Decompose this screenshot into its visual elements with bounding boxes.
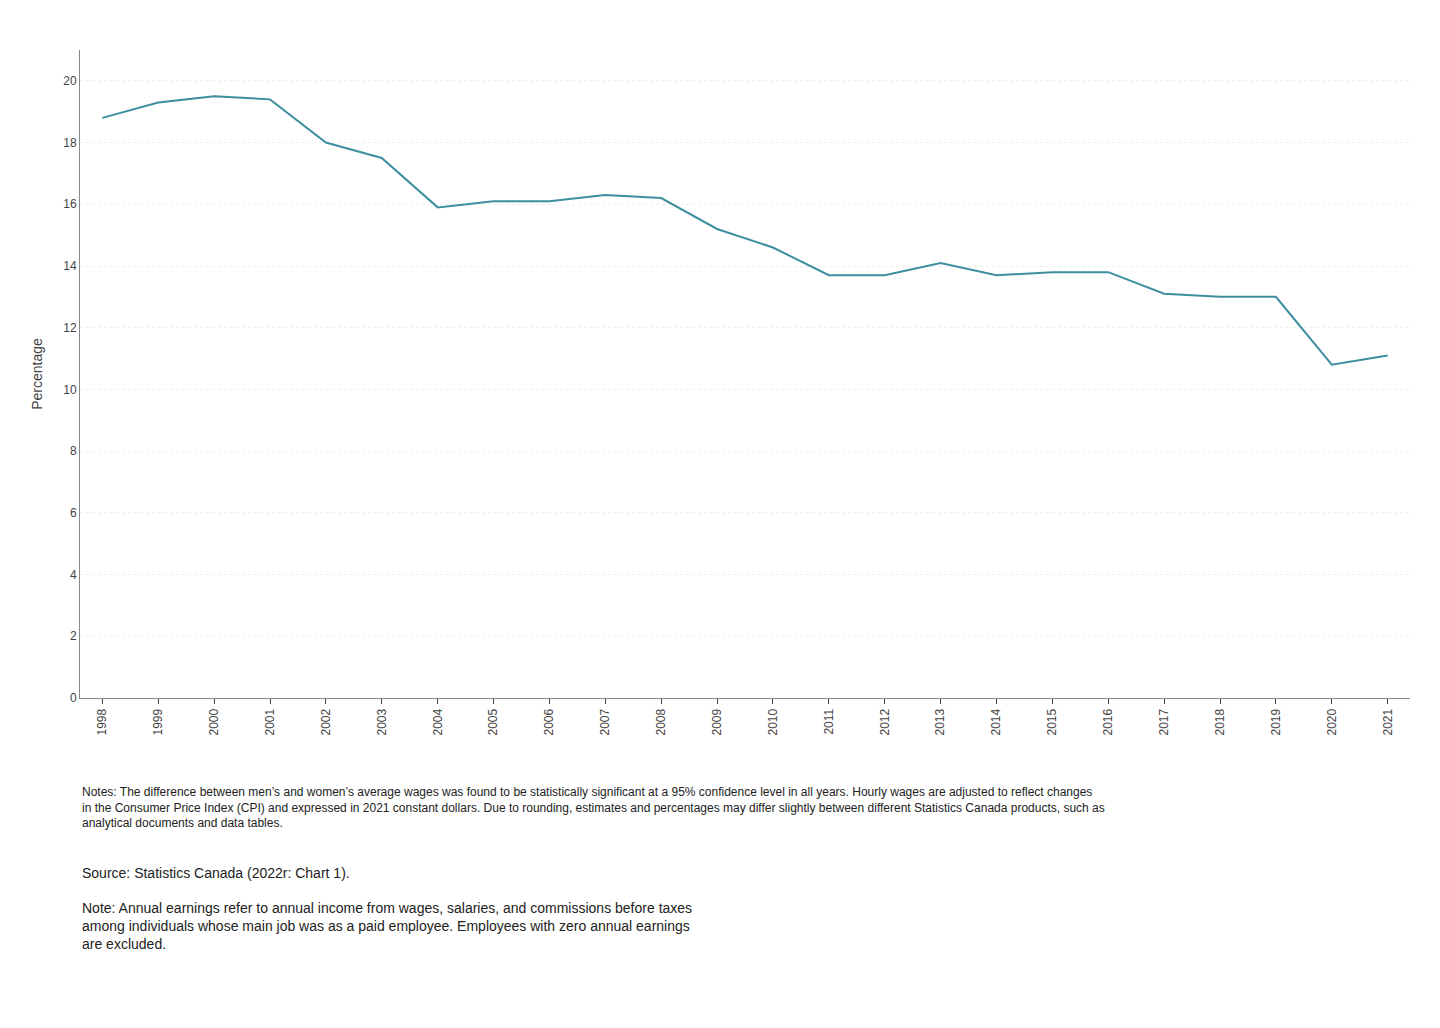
- svg-text:2010: 2010: [766, 708, 780, 735]
- svg-text:2018: 2018: [1213, 708, 1227, 735]
- svg-text:2000: 2000: [207, 708, 221, 735]
- svg-text:2014: 2014: [989, 708, 1003, 735]
- svg-text:20: 20: [63, 74, 77, 88]
- svg-text:8: 8: [70, 444, 77, 458]
- svg-text:2020: 2020: [1325, 708, 1339, 735]
- svg-text:2019: 2019: [1269, 708, 1283, 735]
- svg-text:2011: 2011: [822, 708, 836, 734]
- svg-text:4: 4: [70, 568, 77, 582]
- svg-text:Percentage: Percentage: [29, 338, 45, 410]
- svg-text:2006: 2006: [542, 708, 556, 735]
- svg-text:2016: 2016: [1101, 708, 1115, 735]
- svg-text:2009: 2009: [710, 708, 724, 735]
- svg-text:Notes: The difference between: Notes: The difference between men’s and …: [82, 785, 1105, 830]
- svg-text:1998: 1998: [95, 708, 109, 735]
- svg-text:2001: 2001: [263, 708, 277, 735]
- svg-text:10: 10: [63, 383, 77, 397]
- svg-text:2005: 2005: [486, 708, 500, 735]
- svg-text:1999: 1999: [151, 708, 165, 735]
- svg-text:2021: 2021: [1381, 708, 1395, 735]
- svg-text:Note: Annual earnings refer to: Note: Annual earnings refer to annual in…: [82, 900, 692, 952]
- svg-text:2012: 2012: [878, 708, 892, 735]
- svg-text:2015: 2015: [1045, 708, 1059, 735]
- svg-text:16: 16: [63, 197, 77, 211]
- svg-text:12: 12: [63, 321, 77, 335]
- svg-text:0: 0: [70, 691, 77, 705]
- svg-text:2013: 2013: [933, 708, 947, 735]
- svg-text:14: 14: [63, 259, 77, 273]
- svg-text:2017: 2017: [1157, 708, 1171, 735]
- svg-text:2004: 2004: [431, 708, 445, 735]
- svg-text:2002: 2002: [319, 708, 333, 735]
- svg-text:18: 18: [63, 136, 77, 150]
- svg-text:6: 6: [70, 506, 77, 520]
- svg-text:Source: Statistics Canada (202: Source: Statistics Canada (2022r: Chart …: [82, 865, 350, 881]
- svg-text:2008: 2008: [654, 708, 668, 735]
- svg-text:2003: 2003: [375, 708, 389, 735]
- svg-text:2007: 2007: [598, 708, 612, 735]
- svg-text:2: 2: [70, 629, 77, 643]
